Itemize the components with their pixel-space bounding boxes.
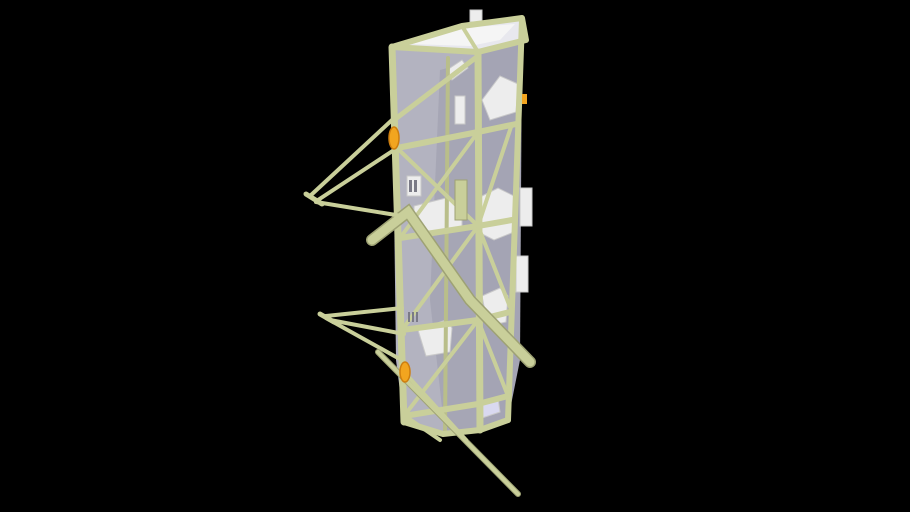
small-details bbox=[408, 180, 418, 322]
truss-frame bbox=[388, 15, 529, 437]
lower-outrigger bbox=[317, 306, 406, 360]
brace-6 bbox=[476, 224, 514, 314]
longeron-center bbox=[474, 48, 484, 434]
lower-boom-brace bbox=[402, 370, 468, 442]
external-boom bbox=[366, 179, 536, 368]
component-edge-unit-2 bbox=[515, 255, 529, 293]
brace-8 bbox=[476, 122, 514, 228]
lower-boom-foot bbox=[406, 416, 442, 442]
top-diagonal bbox=[460, 24, 480, 54]
brace-5 bbox=[402, 318, 480, 418]
brace-7 bbox=[476, 318, 510, 398]
detail-grill-1 bbox=[409, 180, 412, 192]
lower-strut-3 bbox=[328, 318, 406, 336]
lower-strut-tip bbox=[317, 311, 337, 325]
lower-strut-2 bbox=[324, 316, 400, 360]
upper-strut-1 bbox=[308, 118, 394, 198]
boom-main-highlight bbox=[367, 205, 535, 367]
upper-strut-tip bbox=[303, 191, 325, 207]
boom-hinge bbox=[454, 179, 468, 221]
component-top-antenna bbox=[469, 9, 483, 23]
top-ring bbox=[389, 15, 529, 55]
detail-grill-4 bbox=[412, 312, 414, 322]
component-edge-unit-1 bbox=[519, 187, 533, 227]
hinge-upper bbox=[388, 126, 400, 150]
frame-level-4 bbox=[401, 393, 511, 419]
brace-4 bbox=[400, 224, 480, 332]
upper-strut-2 bbox=[316, 148, 396, 202]
longeron-left bbox=[388, 43, 408, 426]
hinge-top-right bbox=[522, 94, 527, 104]
longeron-inner bbox=[443, 56, 450, 434]
detail-grill-5 bbox=[416, 312, 418, 322]
orange-hinges bbox=[388, 94, 527, 383]
lower-strut-1 bbox=[324, 306, 404, 318]
upper-outrigger bbox=[303, 118, 404, 218]
detail-grill-3 bbox=[408, 312, 410, 322]
brace-1 bbox=[391, 53, 481, 123]
component-top-bracket bbox=[454, 95, 466, 125]
upper-strut-3 bbox=[314, 200, 404, 218]
top-cap-inner bbox=[410, 24, 515, 46]
detail-grill-2 bbox=[414, 180, 417, 192]
hinge-lower bbox=[399, 361, 411, 383]
